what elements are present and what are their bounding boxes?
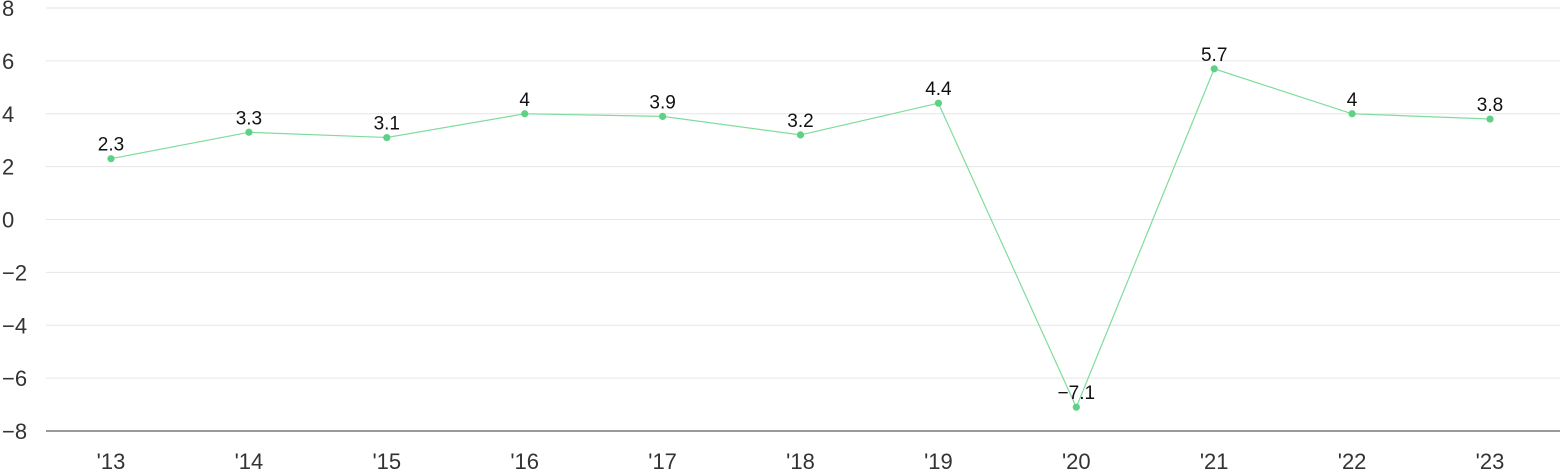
y-tick-label: −2: [2, 260, 27, 285]
data-point: [1348, 110, 1356, 118]
data-point: [659, 112, 667, 120]
x-tick-label: '21: [1200, 449, 1229, 471]
x-tick-label: '22: [1338, 449, 1367, 471]
x-tick-label: '13: [97, 449, 126, 471]
data-label: 2.3: [98, 135, 124, 156]
x-tick-label: '18: [786, 449, 815, 471]
series-growth: [107, 65, 1494, 411]
x-tick-label: '23: [1476, 449, 1505, 471]
x-tick-label: '16: [510, 449, 539, 471]
gridlines: [46, 7, 1560, 379]
data-label: 3.9: [649, 92, 675, 113]
x-tick-label: '19: [924, 449, 953, 471]
data-label: 3.8: [1477, 95, 1503, 116]
x-axis: '13 '14 '15 '16 '17 '18 '19 '20 '21 '22 '23: [46, 430, 1560, 471]
y-tick-label: 6: [2, 49, 14, 74]
x-tick-label: '14: [235, 449, 264, 471]
y-axis: 8 6 4 2 0 −2 −4 −6 −8: [2, 0, 27, 444]
data-label: 3.3: [236, 108, 262, 129]
y-tick-label: 8: [2, 0, 14, 21]
y-tick-label: 0: [2, 208, 14, 233]
y-tick-label: −6: [2, 366, 27, 391]
data-label: 5.7: [1201, 45, 1227, 66]
data-point: [1072, 403, 1080, 411]
data-point: [245, 128, 253, 136]
x-tick-label: '15: [372, 449, 401, 471]
data-label: −7.1: [1058, 383, 1096, 404]
y-tick-label: 4: [2, 102, 14, 127]
data-point: [1486, 115, 1494, 123]
data-label: 4.4: [925, 79, 952, 100]
data-point: [796, 131, 805, 139]
data-point: [107, 155, 115, 163]
data-point: [383, 133, 391, 142]
x-tick-label: '17: [648, 449, 677, 471]
y-tick-label: −8: [2, 419, 27, 444]
data-label: 3.2: [787, 111, 813, 132]
x-tick-label: '20: [1062, 449, 1091, 471]
y-tick-label: 2: [2, 155, 14, 180]
data-label: 4: [1347, 90, 1358, 111]
data-point: [934, 99, 943, 107]
data-point: [1210, 65, 1218, 73]
data-labels: 2.3 3.3 3.1 4 3.9 3.2 4.4 −7.1 5.7 4 3.8: [98, 45, 1503, 404]
data-label: 4: [519, 90, 530, 111]
data-label: 3.1: [374, 114, 400, 135]
data-point: [521, 110, 529, 118]
y-tick-label: −4: [2, 313, 27, 338]
